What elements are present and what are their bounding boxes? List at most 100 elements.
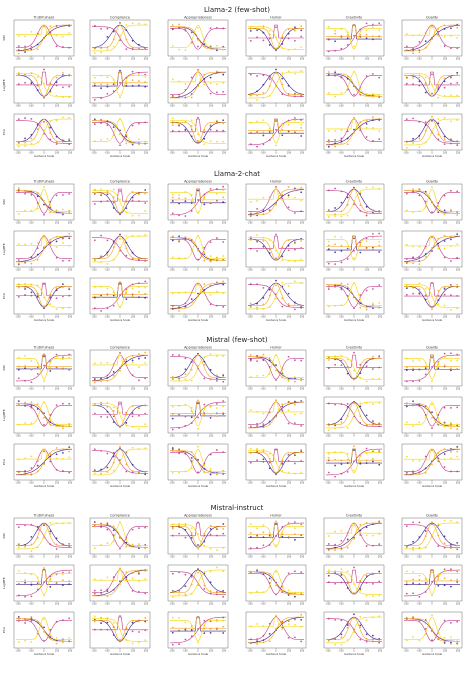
- data-point: [93, 47, 96, 50]
- subplot: -200 -100 0 100 200: [89, 396, 151, 437]
- data-point: [424, 455, 427, 458]
- data-point: [203, 360, 206, 363]
- data-point: [36, 362, 39, 365]
- data-point: [281, 376, 284, 379]
- data-point: [106, 595, 109, 598]
- data-point: [431, 449, 433, 452]
- data-point: [49, 238, 52, 241]
- data-point: [359, 372, 362, 375]
- x-tick-label: -200: [326, 315, 332, 318]
- data-point: [125, 470, 128, 473]
- data-point: [431, 73, 433, 76]
- data-point: [365, 136, 368, 138]
- section-title: Mistral-instruct: [211, 504, 264, 512]
- x-tick-label: 0: [275, 387, 277, 390]
- data-point: [287, 403, 290, 406]
- data-point: [450, 427, 452, 430]
- series-line: [248, 401, 304, 429]
- data-point: [334, 530, 336, 533]
- data-point: [144, 592, 147, 595]
- data-point: [450, 547, 452, 550]
- data-point: [184, 49, 187, 52]
- data-point: [443, 425, 446, 428]
- data-point: [203, 619, 206, 622]
- x-tick-label: -200: [404, 602, 410, 605]
- data-point: [372, 116, 374, 118]
- data-point: [378, 284, 381, 286]
- data-point: [405, 82, 408, 85]
- x-tick-label: -200: [326, 104, 332, 107]
- data-point: [24, 639, 26, 642]
- data-point: [443, 356, 446, 359]
- data-point: [268, 359, 271, 362]
- data-point: [443, 642, 446, 644]
- data-point: [112, 90, 115, 92]
- data-point: [112, 525, 115, 528]
- data-point: [216, 534, 218, 537]
- x-tick-label: 100: [209, 268, 214, 271]
- data-point: [437, 118, 440, 121]
- data-point: [424, 247, 427, 249]
- data-point: [131, 79, 134, 82]
- data-point: [353, 34, 355, 37]
- data-point: [112, 201, 115, 204]
- data-point: [203, 624, 206, 627]
- data-point: [418, 459, 421, 462]
- x-tick-label: 100: [131, 104, 136, 107]
- data-point: [138, 471, 140, 474]
- data-point: [378, 35, 381, 38]
- data-point: [68, 542, 71, 545]
- x-tick-label: -100: [261, 481, 267, 484]
- subplot: -200 -100 0 100 200: [245, 230, 307, 271]
- data-point: [405, 380, 408, 383]
- data-point: [24, 47, 26, 50]
- data-point: [412, 74, 414, 76]
- data-point: [209, 414, 212, 417]
- series-line: [170, 401, 226, 414]
- data-point: [222, 189, 225, 191]
- data-point: [222, 27, 225, 30]
- data-point: [450, 142, 452, 145]
- data-point: [49, 367, 52, 369]
- data-point: [203, 283, 206, 285]
- series-line: [15, 235, 73, 263]
- x-tick-label: 100: [209, 649, 214, 652]
- data-point: [340, 190, 343, 193]
- series-line: [326, 356, 382, 380]
- series-line: [326, 118, 382, 130]
- data-point: [287, 84, 290, 87]
- x-tick-label: 0: [353, 268, 355, 271]
- data-point: [131, 544, 134, 547]
- data-point: [49, 530, 52, 533]
- series-line: [92, 282, 148, 295]
- data-point: [424, 245, 427, 248]
- data-point: [178, 93, 181, 96]
- x-tick-label: 200: [68, 602, 73, 605]
- data-point: [456, 283, 459, 286]
- data-point: [372, 522, 374, 525]
- data-point: [197, 458, 199, 461]
- data-point: [197, 45, 199, 48]
- data-point: [131, 22, 134, 25]
- data-point: [418, 146, 421, 149]
- data-point: [431, 119, 433, 122]
- data-point: [17, 191, 20, 193]
- data-point: [359, 624, 362, 627]
- data-point: [450, 238, 452, 241]
- subplot-title: Appropriateness: [184, 16, 212, 20]
- x-tick-label: -200: [248, 481, 254, 484]
- data-point: [119, 615, 121, 617]
- series-line: [404, 118, 460, 146]
- data-point: [125, 545, 128, 548]
- series-line: [326, 238, 382, 261]
- data-point: [450, 450, 452, 453]
- data-point: [144, 292, 147, 295]
- x-tick-label: 100: [365, 221, 370, 224]
- data-point: [275, 379, 277, 381]
- data-point: [190, 467, 193, 470]
- data-point: [249, 547, 252, 550]
- subplot: -200 -100 0 100 200: [167, 230, 229, 271]
